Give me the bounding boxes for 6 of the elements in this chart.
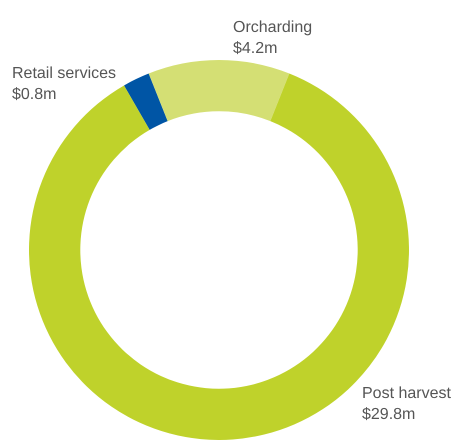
slice-label: Orcharding [233, 19, 312, 36]
data-label: $29.8m [362, 406, 416, 423]
data-label: $4.2m [233, 40, 278, 57]
slice-label: Retail services [12, 65, 116, 82]
data-label: $0.8m [12, 86, 56, 103]
slice-label: Post harvest [362, 385, 452, 402]
